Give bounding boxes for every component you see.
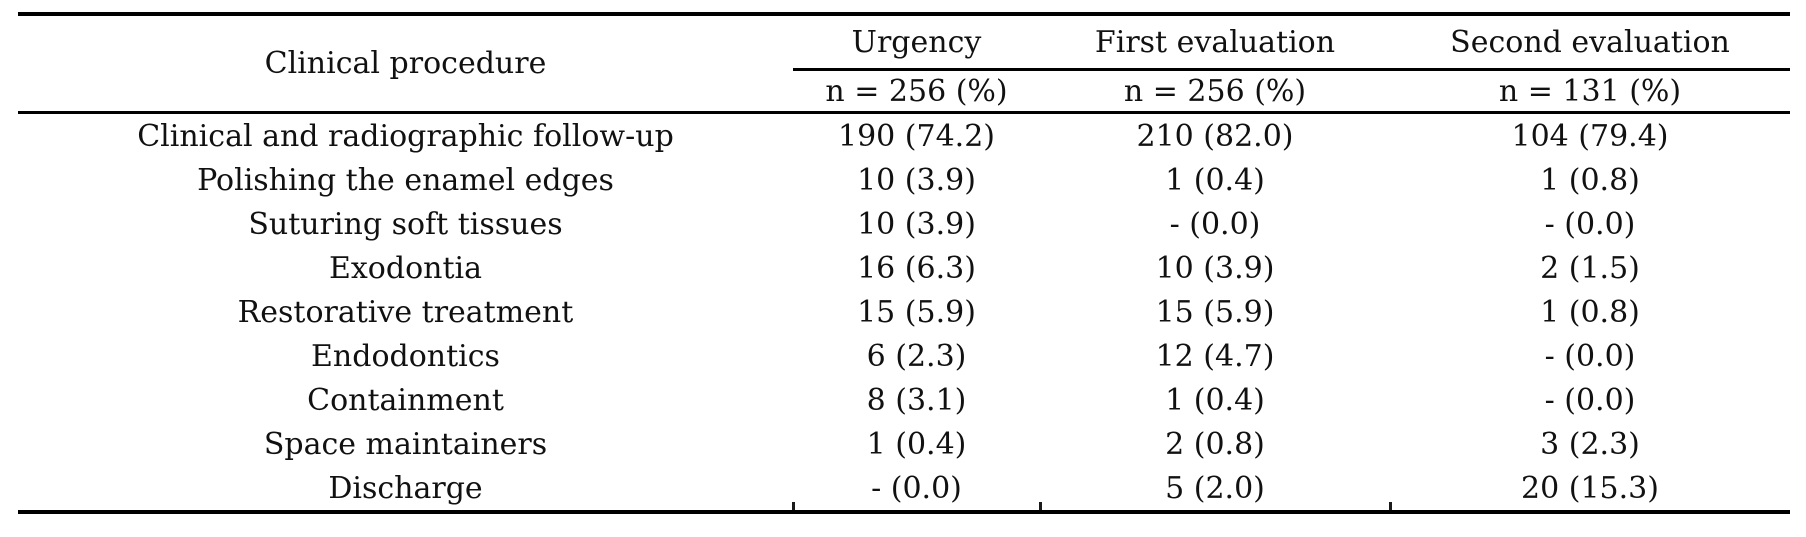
procedure-cell: Clinical and radiographic follow-up	[137, 118, 674, 154]
group-header-row: Clinical procedure Urgency First evaluat…	[18, 16, 1790, 114]
subheader-row: n = 256 (%) n = 256 (%) n = 131 (%)	[18, 69, 1790, 114]
table-header: Clinical procedure Urgency First evaluat…	[18, 16, 1790, 114]
first-evaluation-column-header: First evaluation	[1040, 16, 1390, 71]
urgency-value-cell: 1 (0.4)	[866, 426, 967, 462]
urgency-value-cell: 10 (3.9)	[857, 162, 976, 198]
second-evaluation-value-cell: - (0.0)	[1544, 206, 1636, 242]
table-row: Containment 8 (3.1) 1 (0.4) - (0.0)	[18, 378, 1790, 422]
urgency-value-cell: 16 (6.3)	[857, 250, 976, 286]
first-evaluation-value-cell: 10 (3.9)	[1155, 250, 1275, 286]
first-evaluation-value-cell: 15 (5.9)	[1155, 294, 1275, 330]
table-row: Suturing soft tissues 10 (3.9) - (0.0) -…	[18, 202, 1790, 246]
urgency-value-cell: 190 (74.2)	[837, 118, 995, 154]
urgency-column-header: Urgency	[793, 16, 1040, 71]
table-row: Clinical and radiographic follow-up 190 …	[18, 113, 1790, 159]
second-evaluation-value-cell: 20 (15.3)	[1389, 466, 1790, 510]
urgency-value-cell: - (0.0)	[792, 466, 1040, 510]
procedure-cell: Endodontics	[311, 338, 500, 374]
procedure-column-header: Clinical procedure	[18, 16, 793, 114]
second-evaluation-value-cell: 1 (0.8)	[1540, 162, 1640, 198]
procedure-cell: Restorative treatment	[237, 294, 574, 330]
procedure-cell: Discharge	[328, 470, 483, 506]
second-evaluation-value-cell: 104 (79.4)	[1511, 118, 1669, 154]
procedure-cell: Containment	[307, 382, 504, 418]
urgency-value-cell: 15 (5.9)	[857, 294, 976, 330]
first-evaluation-value-cell: 210 (82.0)	[1136, 118, 1294, 154]
second-evaluation-column-header: Second evaluation	[1390, 16, 1790, 71]
first-evaluation-value-cell: 1 (0.4)	[1165, 162, 1265, 198]
urgency-value-cell: 6 (2.3)	[866, 338, 967, 374]
procedure-cell: Exodontia	[328, 250, 482, 286]
first-evaluation-value-cell: 1 (0.4)	[1165, 382, 1265, 418]
table-body: Clinical and radiographic follow-up 190 …	[18, 113, 1790, 510]
first-evaluation-value-cell: 2 (0.8)	[1165, 426, 1265, 462]
second-evaluation-value-cell: 3 (2.3)	[1540, 426, 1640, 462]
second-evaluation-value-cell: - (0.0)	[1544, 338, 1636, 374]
first-evaluation-value-cell: 12 (4.7)	[1155, 338, 1275, 374]
table-row: Endodontics 6 (2.3) 12 (4.7) - (0.0)	[18, 334, 1790, 378]
procedure-cell: Suturing soft tissues	[248, 206, 563, 242]
table-row: Space maintainers 1 (0.4) 2 (0.8) 3 (2.3…	[18, 422, 1790, 466]
second-evaluation-value-cell: 2 (1.5)	[1540, 250, 1640, 286]
urgency-value-cell: 8 (3.1)	[866, 382, 967, 418]
second-evaluation-value-cell: 1 (0.8)	[1540, 294, 1640, 330]
second-evaluation-n-subheader: n = 131 (%)	[1390, 69, 1790, 114]
urgency-n-subheader: n = 256 (%)	[793, 69, 1040, 114]
table-row: Exodontia 16 (6.3) 10 (3.9) 2 (1.5)	[18, 246, 1790, 290]
clinical-procedures-table: Clinical procedure Urgency First evaluat…	[18, 16, 1790, 510]
urgency-value-cell: 10 (3.9)	[857, 206, 976, 242]
first-evaluation-value-cell: - (0.0)	[1169, 206, 1261, 242]
table-row: Discharge - (0.0) 5 (2.0) 20 (15.3)	[18, 466, 1790, 510]
procedure-cell: Polishing the enamel edges	[197, 162, 614, 198]
table-row: Restorative treatment 15 (5.9) 15 (5.9) …	[18, 290, 1790, 334]
second-evaluation-value-cell: - (0.0)	[1544, 382, 1636, 418]
first-evaluation-value-cell: 5 (2.0)	[1039, 466, 1390, 510]
first-evaluation-n-subheader: n = 256 (%)	[1040, 69, 1390, 114]
procedure-cell: Space maintainers	[263, 426, 548, 462]
clinical-procedures-table-container: Clinical procedure Urgency First evaluat…	[18, 12, 1790, 514]
table-row: Polishing the enamel edges 10 (3.9) 1 (0…	[18, 158, 1790, 202]
